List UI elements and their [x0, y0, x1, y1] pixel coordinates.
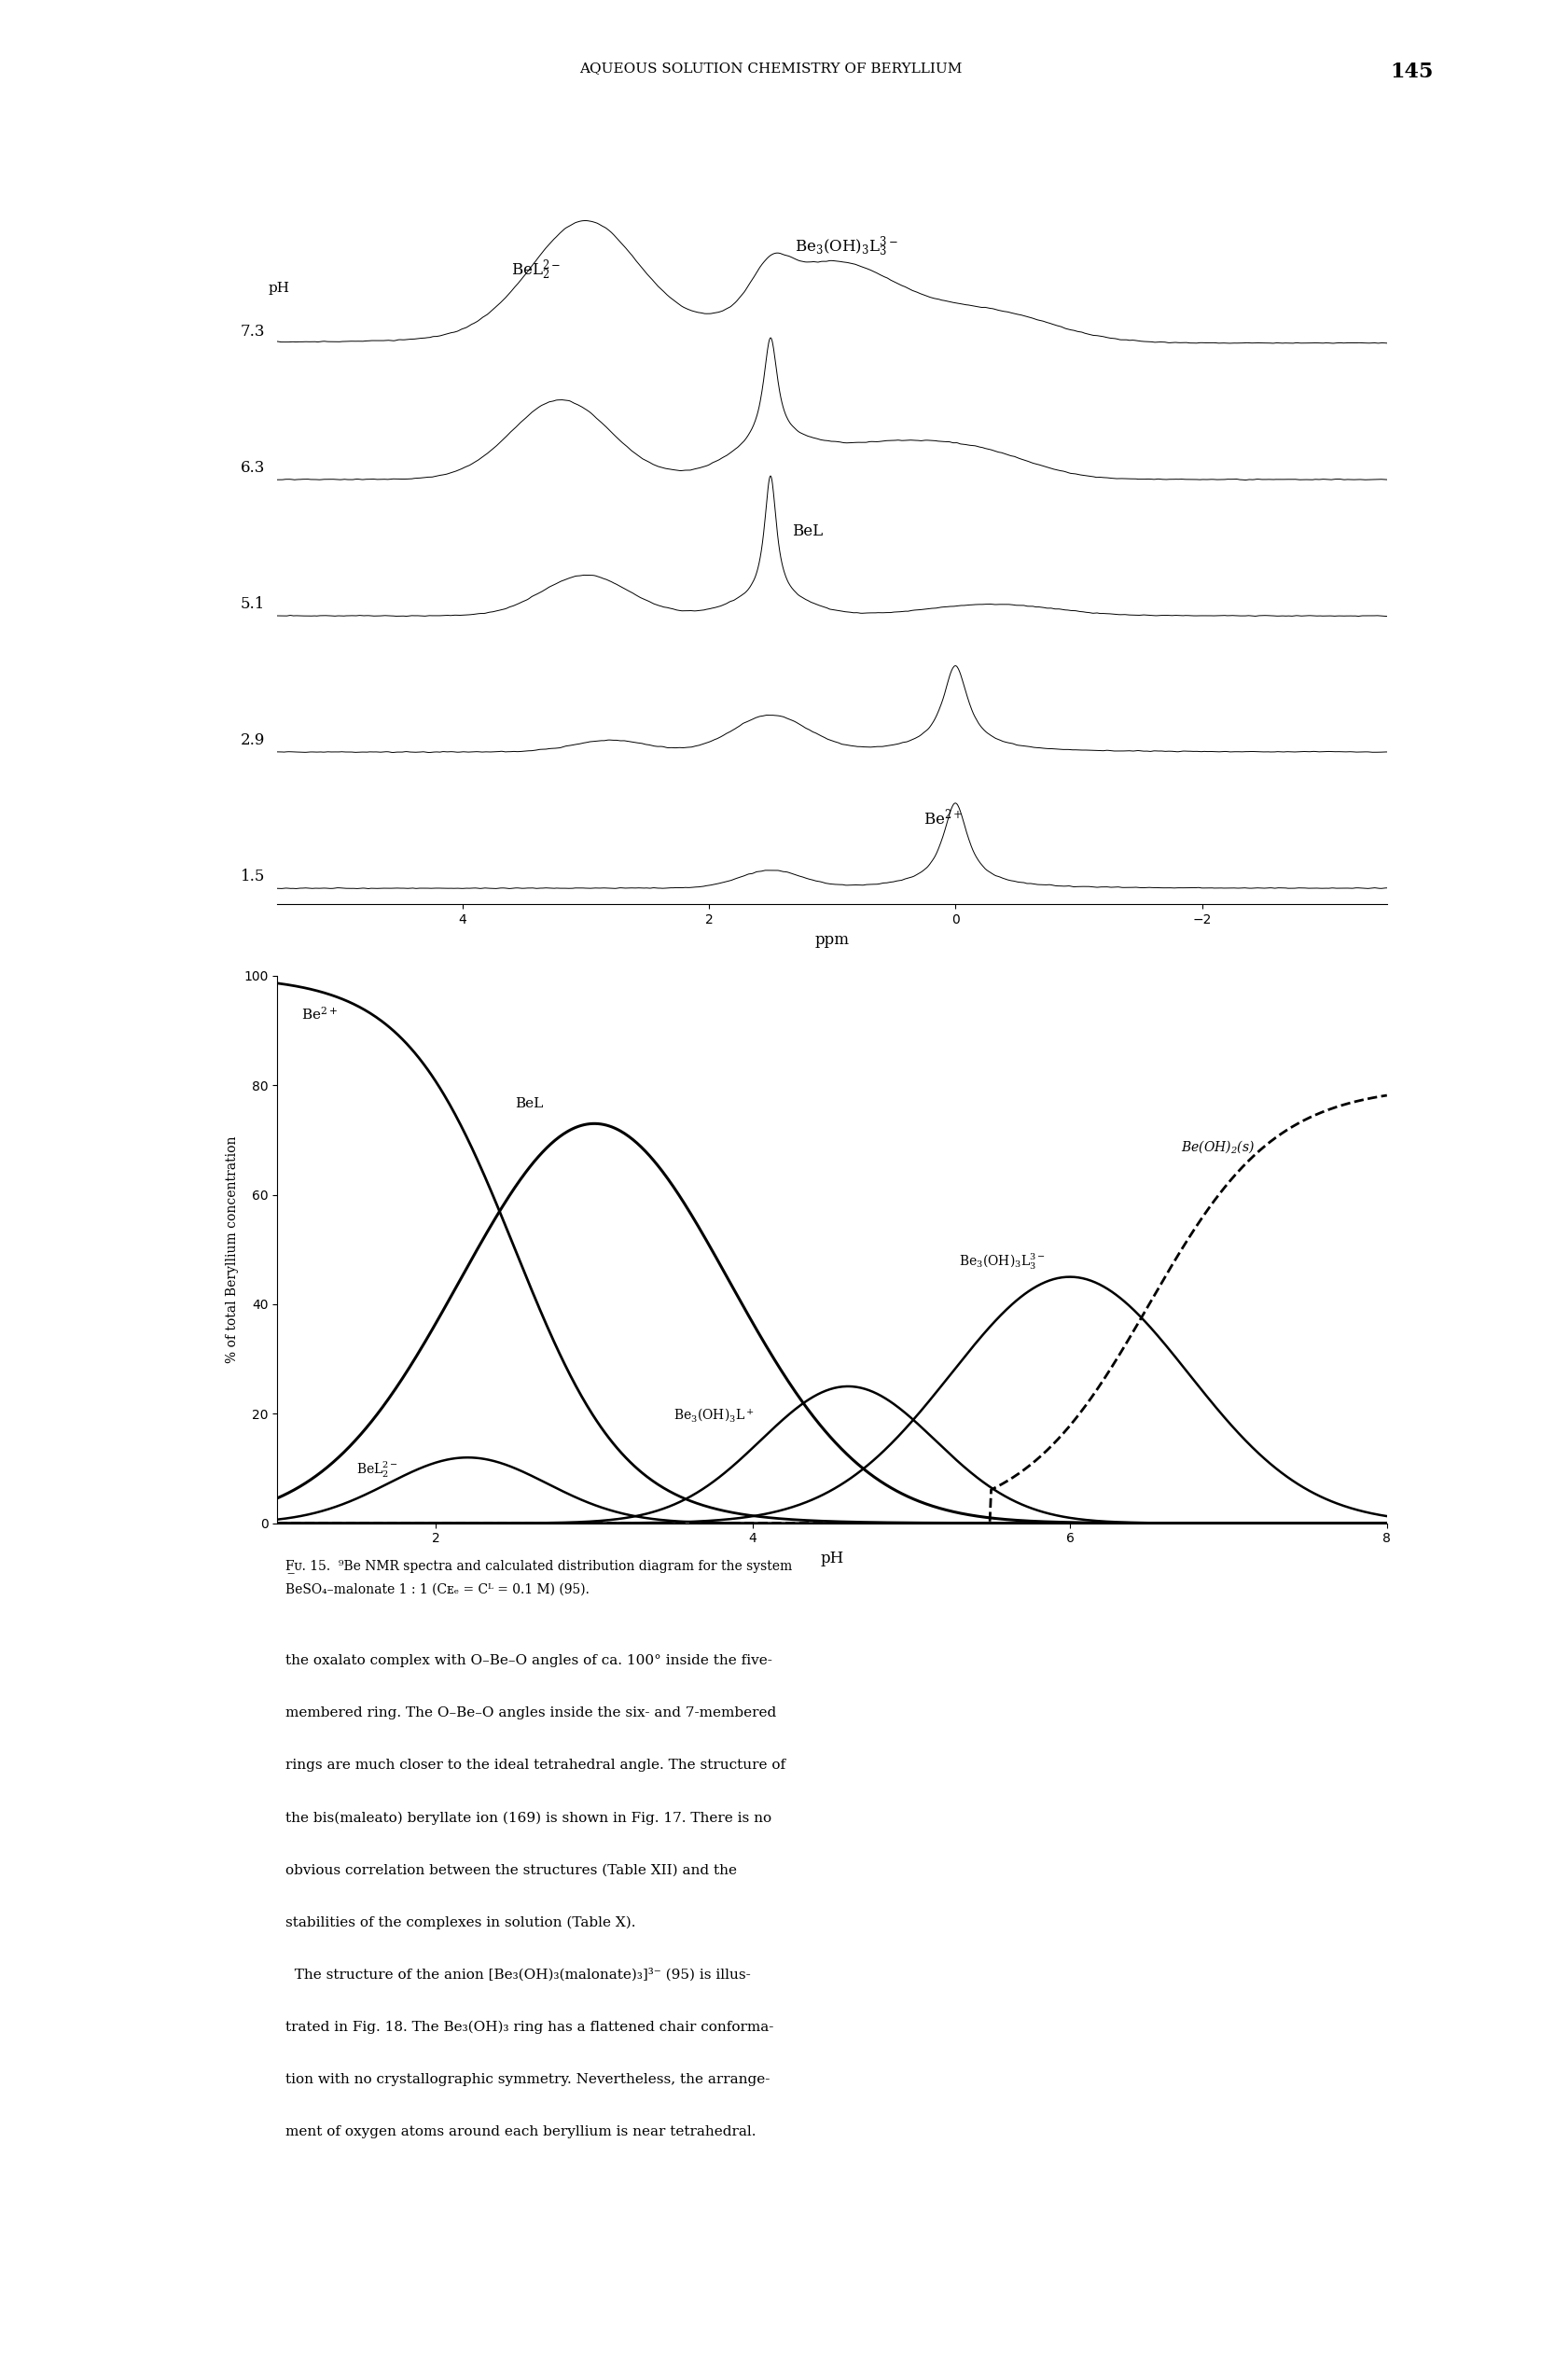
Text: obvious correlation between the structures (Table XII) and the: obvious correlation between the structur…: [285, 1864, 737, 1875]
Text: BeL: BeL: [792, 524, 823, 540]
X-axis label: pH: pH: [820, 1549, 844, 1566]
Text: the bis(maleato) beryllate ion (169) is shown in Fig. 17. There is no: the bis(maleato) beryllate ion (169) is …: [285, 1811, 770, 1825]
Text: $\mathregular{BeL_2^{2-}}$: $\mathregular{BeL_2^{2-}}$: [356, 1459, 399, 1480]
Text: $\mathregular{Be^{2+}}$: $\mathregular{Be^{2+}}$: [300, 1007, 337, 1023]
Text: the oxalato complex with O–Be–O angles of ca. 100° inside the five-: the oxalato complex with O–Be–O angles o…: [285, 1654, 772, 1666]
Text: $\mathregular{Be^{2+}}$: $\mathregular{Be^{2+}}$: [923, 807, 963, 828]
Text: The structure of the anion [Be₃(OH)₃(malonate)₃]³⁻ (95) is illus-: The structure of the anion [Be₃(OH)₃(mal…: [285, 1968, 750, 1983]
Text: BeL: BeL: [515, 1097, 544, 1109]
Text: F̲ᴜ. 15.  ⁹Be NMR spectra and calculated distribution diagram for the system: F̲ᴜ. 15. ⁹Be NMR spectra and calculated …: [285, 1559, 792, 1573]
Text: $\mathregular{Be_3(OH)_3L_3^{3-}}$: $\mathregular{Be_3(OH)_3L_3^{3-}}$: [959, 1252, 1045, 1271]
Text: 6.3: 6.3: [240, 459, 265, 476]
Text: tion with no crystallographic symmetry. Nevertheless, the arrange-: tion with no crystallographic symmetry. …: [285, 2073, 769, 2085]
Text: 145: 145: [1390, 62, 1433, 83]
Text: 1.5: 1.5: [240, 869, 265, 885]
X-axis label: ppm: ppm: [815, 931, 849, 947]
Text: 7.3: 7.3: [240, 324, 265, 340]
Text: rings are much closer to the ideal tetrahedral angle. The structure of: rings are much closer to the ideal tetra…: [285, 1759, 786, 1771]
Text: trated in Fig. 18. The Be₃(OH)₃ ring has a flattened chair conforma-: trated in Fig. 18. The Be₃(OH)₃ ring has…: [285, 2021, 774, 2035]
Text: $\mathregular{Be_3(OH)_3L_3^{3-}}$: $\mathregular{Be_3(OH)_3L_3^{3-}}$: [795, 233, 898, 259]
Text: 5.1: 5.1: [240, 595, 265, 612]
Text: 2.9: 2.9: [240, 733, 265, 747]
Text: $\mathregular{Be(OH)_2(s)}$: $\mathregular{Be(OH)_2(s)}$: [1180, 1138, 1254, 1154]
Text: $\mathregular{Be_3(OH)_3L^+}$: $\mathregular{Be_3(OH)_3L^+}$: [673, 1407, 755, 1423]
Text: AQUEOUS SOLUTION CHEMISTRY OF BERYLLIUM: AQUEOUS SOLUTION CHEMISTRY OF BERYLLIUM: [579, 62, 962, 74]
Text: stabilities of the complexes in solution (Table X).: stabilities of the complexes in solution…: [285, 1916, 635, 1930]
Text: membered ring. The O–Be–O angles inside the six- and 7-membered: membered ring. The O–Be–O angles inside …: [285, 1706, 777, 1718]
Text: pH: pH: [268, 283, 290, 295]
Text: $\mathregular{BeL_2^{2-}}$: $\mathregular{BeL_2^{2-}}$: [512, 259, 561, 283]
Text: ment of oxygen atoms around each beryllium is near tetrahedral.: ment of oxygen atoms around each berylli…: [285, 2125, 755, 2137]
Y-axis label: % of total Beryllium concentration: % of total Beryllium concentration: [225, 1135, 239, 1364]
Text: BeSO₄–malonate 1 : 1 (Cᴇₑ = Cᴸ = 0.1 M) (95).: BeSO₄–malonate 1 : 1 (Cᴇₑ = Cᴸ = 0.1 M) …: [285, 1583, 589, 1595]
